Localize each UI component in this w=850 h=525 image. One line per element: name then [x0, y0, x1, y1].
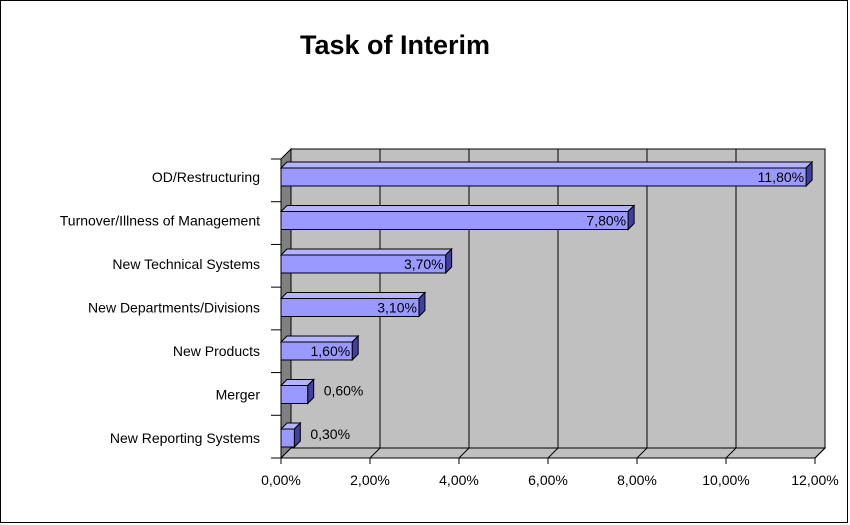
x-tick-label: 12,00% — [791, 472, 838, 488]
bar — [280, 428, 295, 448]
bar-top — [279, 292, 427, 299]
bar — [280, 167, 807, 187]
category-label: Merger — [216, 387, 261, 403]
bar — [280, 298, 420, 317]
category-label: New Reporting Systems — [110, 430, 260, 446]
bar-top — [279, 205, 636, 212]
x-tick-label: 10,00% — [702, 472, 749, 488]
data-label: 1,60% — [310, 343, 350, 359]
category-label: New Products — [173, 343, 260, 359]
gridline-floor — [725, 447, 737, 459]
bar — [280, 341, 353, 361]
chart-title: Task of Interim — [299, 30, 491, 60]
category-label: New Departments/Divisions — [88, 300, 260, 316]
bar-top — [279, 335, 360, 343]
x-tick-label: 6,00% — [528, 472, 568, 488]
bar — [280, 211, 629, 230]
bar — [280, 385, 309, 404]
data-label: 11,80% — [758, 169, 804, 185]
bar — [280, 254, 447, 274]
category-label: OD/Restructuring — [152, 169, 260, 185]
data-label: 7,80% — [586, 213, 626, 229]
gridline-floor — [369, 447, 381, 459]
x-tick-label: 8,00% — [617, 472, 657, 488]
x-tick-label: 2,00% — [350, 472, 390, 488]
data-label: 3,10% — [377, 300, 417, 316]
gridline-floor — [814, 447, 826, 459]
bar-top — [279, 248, 453, 256]
gridline-floor — [458, 447, 470, 459]
category-label: Turnover/Illness of Management — [60, 213, 260, 229]
category-label: New Technical Systems — [112, 256, 260, 272]
data-label: 0,60% — [324, 383, 364, 399]
bar-top — [279, 161, 814, 169]
x-tick-label: 4,00% — [439, 472, 479, 488]
x-tick-label: 0,00% — [261, 472, 301, 488]
data-label: 3,70% — [404, 256, 444, 272]
gridline-floor — [547, 447, 559, 459]
gridline-floor — [636, 447, 648, 459]
data-label: 0,30% — [310, 426, 350, 442]
